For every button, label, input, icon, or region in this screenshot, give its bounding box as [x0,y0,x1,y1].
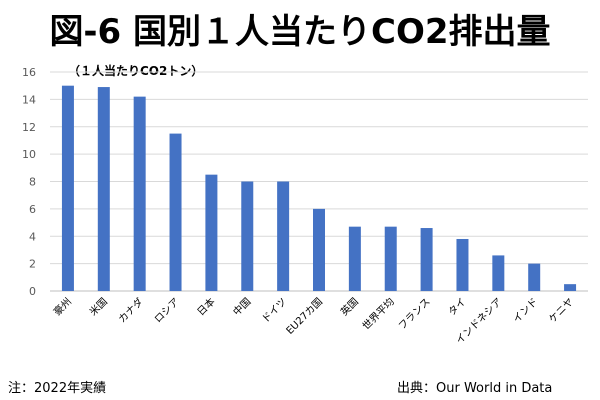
category-label: 世界平均 [360,296,397,333]
category-label: 英国 [338,295,361,318]
y-tick-label: 12 [22,121,36,134]
bar [97,87,110,292]
bar [61,85,74,291]
bar [169,133,182,291]
y-tick-label: 6 [29,203,36,216]
category-label: タイ [446,296,469,319]
category-label: 豪州 [51,295,74,318]
bar [420,228,433,291]
bar [205,174,218,291]
y-tick-label: 16 [22,66,36,79]
bar [384,226,397,291]
source-label: 出典：Our World in Data [397,381,553,396]
category-label: ドイツ [260,296,289,325]
bar [456,238,469,291]
bar [492,255,505,291]
category-label: EU27カ国 [284,296,325,337]
category-label: ロシア [153,296,182,325]
bar [564,284,577,291]
bar [133,96,146,291]
footnote: 注：2022年実績 [8,381,107,396]
category-label: 中国 [230,295,253,318]
bar [313,208,325,291]
y-tick-label: 2 [29,258,36,271]
bar [528,263,541,291]
bar [348,226,361,291]
category-label: ケニヤ [546,296,576,326]
category-label: 日本 [194,295,217,318]
category-label: フランス [396,296,433,333]
bar [241,181,254,291]
category-label: インド [511,296,540,325]
bar [277,181,290,291]
y-tick-label: 4 [29,230,36,243]
y-tick-label: 14 [22,93,36,106]
category-label: 米国 [87,295,110,318]
unit-label: （１人当たりCO2トン） [68,64,204,78]
chart-title: 図-6 国別１人当たりCO2排出量 [49,12,551,52]
y-tick-label: 8 [29,176,36,189]
y-tick-label: 10 [22,148,36,161]
y-tick-label: 0 [29,285,36,298]
category-label: カナダ [115,295,145,325]
